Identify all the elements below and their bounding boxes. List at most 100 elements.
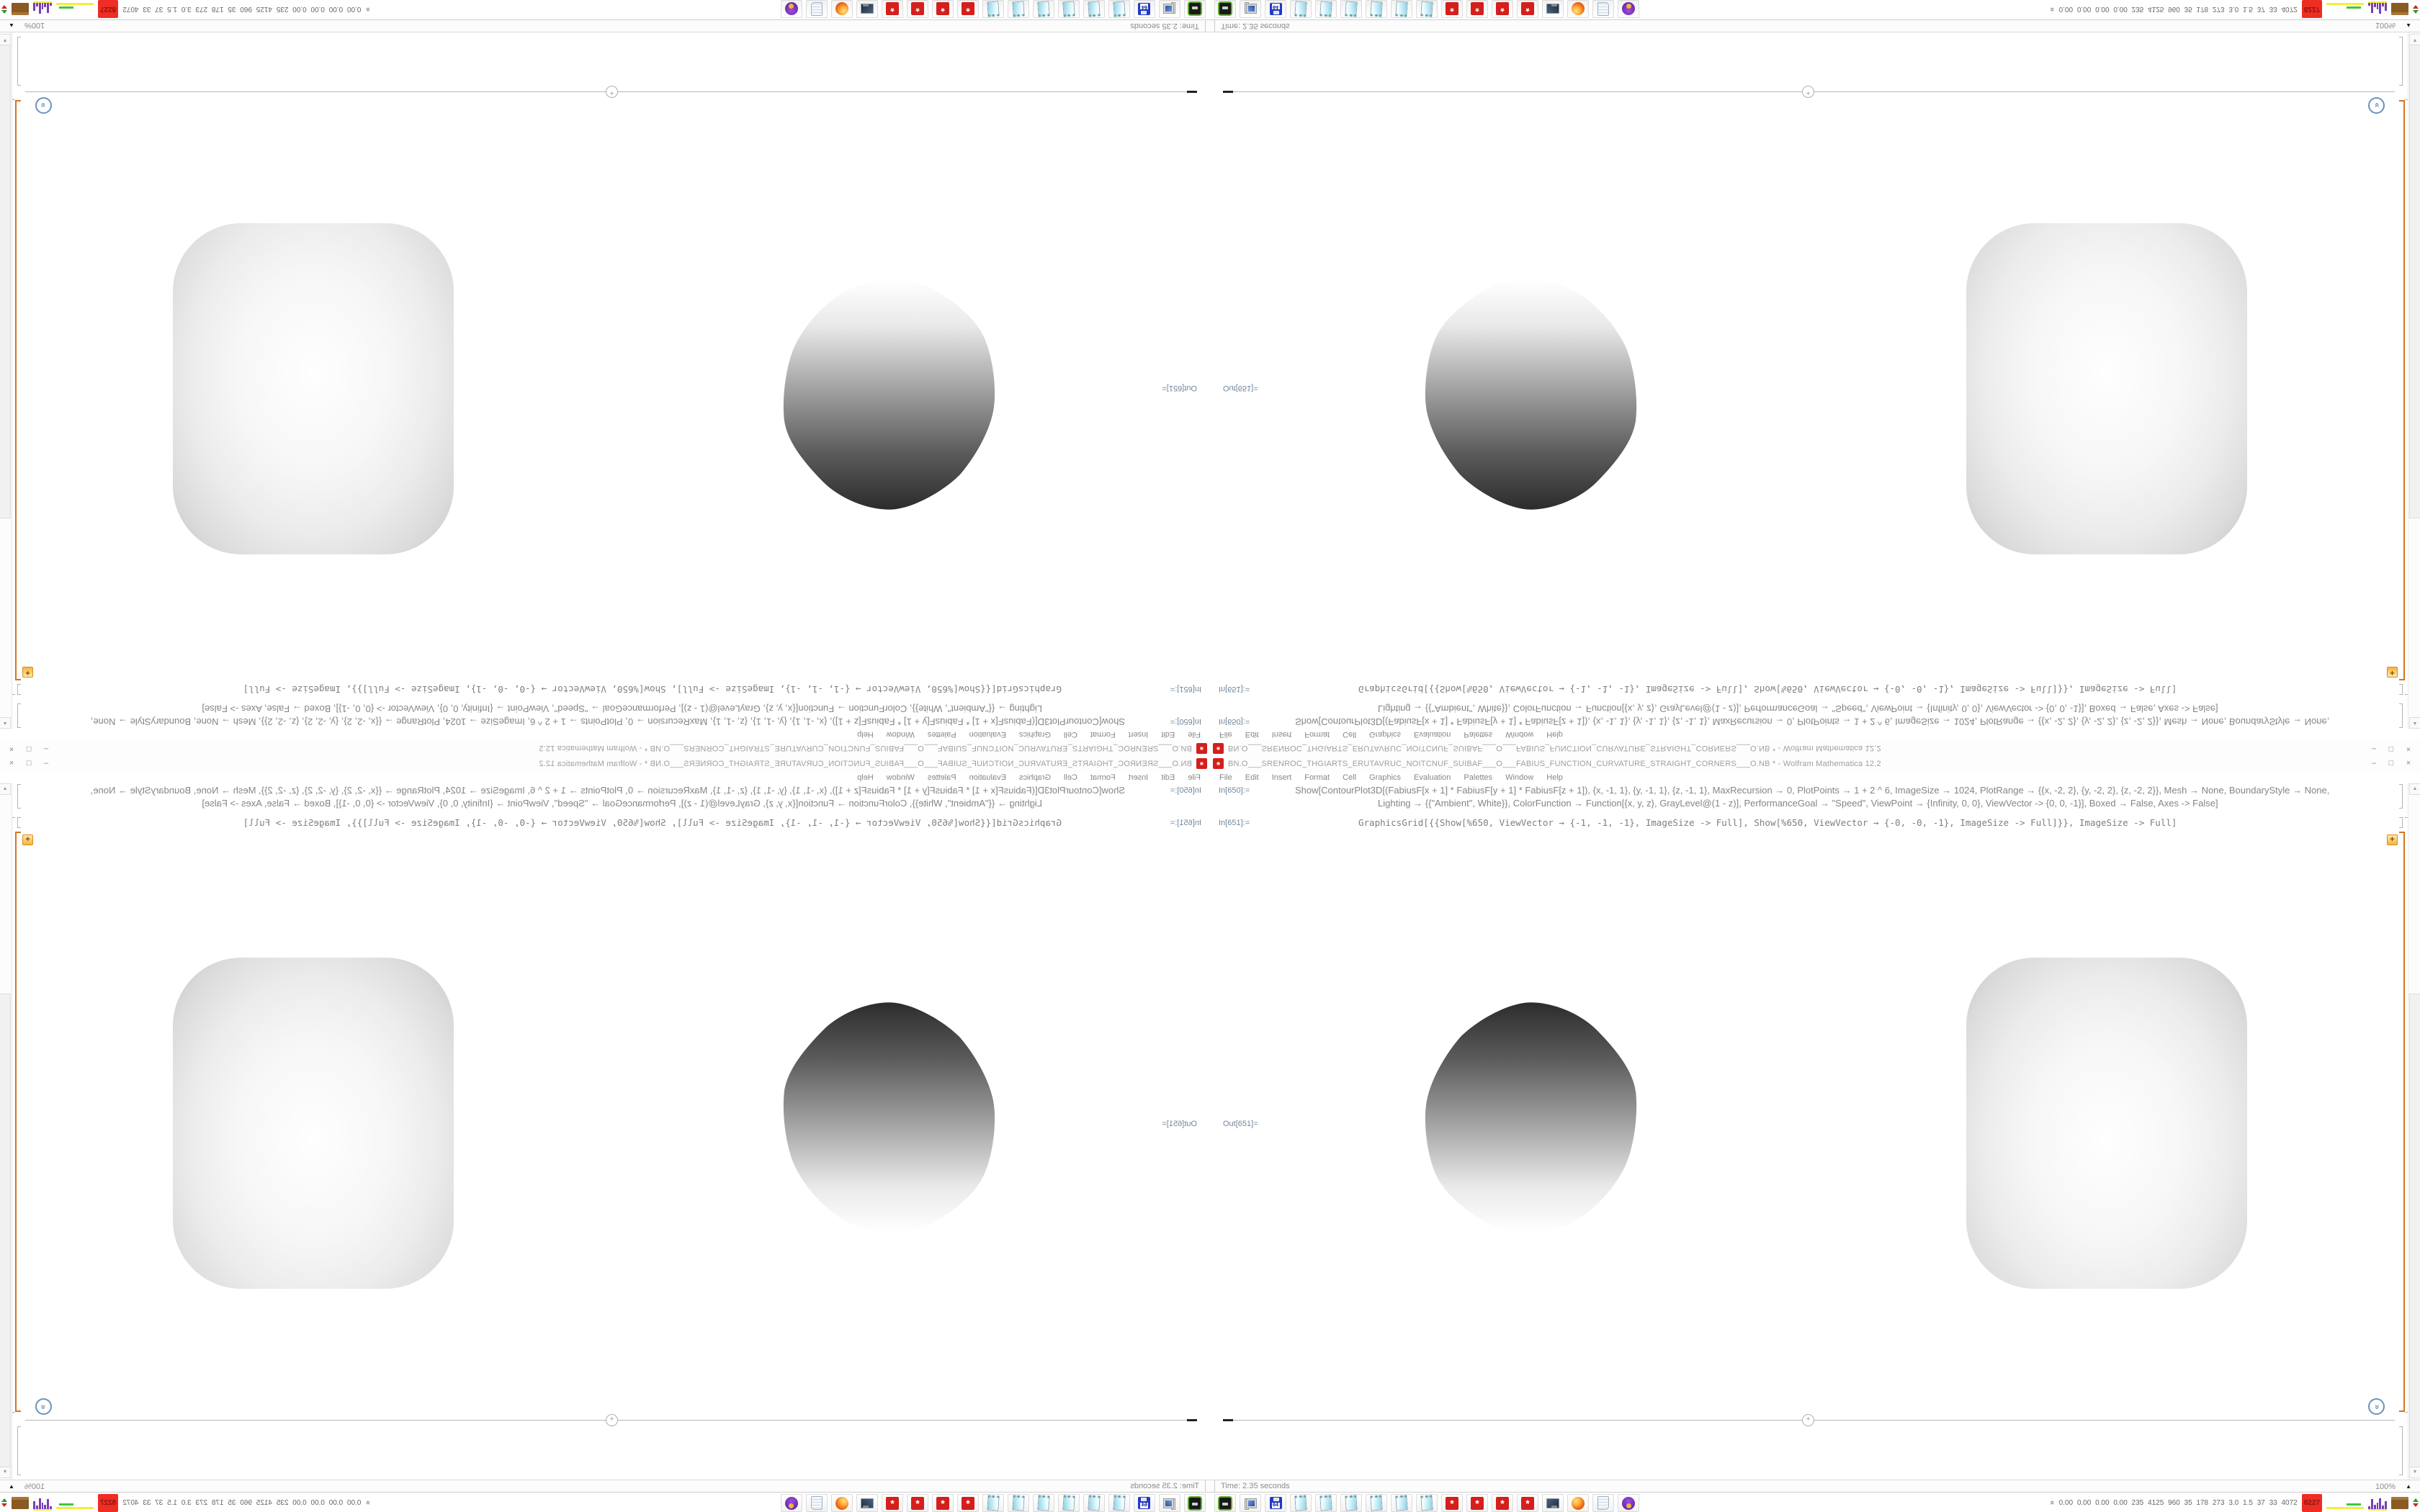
scroll-down-button[interactable]: ▼: [0, 34, 11, 45]
emulator-taskbar-button[interactable]: [1184, 0, 1206, 18]
menu-window[interactable]: Window: [1505, 773, 1534, 782]
notebook-taskbar-button[interactable]: [1058, 1494, 1080, 1512]
display-dark-taskbar-button[interactable]: [856, 0, 878, 18]
minimize-button[interactable]: –: [43, 759, 49, 768]
mathematica-spikey-taskbar-button[interactable]: *: [1492, 1494, 1513, 1512]
notebook-taskbar-button[interactable]: [1366, 1494, 1387, 1512]
menu-window[interactable]: Window: [886, 730, 915, 739]
menu-evaluation[interactable]: Evaluation: [969, 730, 1006, 739]
menu-window[interactable]: Window: [886, 773, 915, 782]
mathematica-spikey-taskbar-button[interactable]: *: [907, 1494, 928, 1512]
out651-cell-bracket-selected[interactable]: [15, 100, 20, 680]
mathematica-spikey-taskbar-button[interactable]: *: [1441, 1494, 1463, 1512]
scroll-up-button[interactable]: ▲: [2409, 717, 2420, 729]
restore-button[interactable]: □: [2388, 744, 2394, 753]
lower-cell-bracket[interactable]: [2398, 37, 2403, 86]
zoom-menu-icon[interactable]: ▲: [9, 22, 14, 29]
mathematica-spikey-taskbar-button[interactable]: *: [882, 1494, 903, 1512]
purple-app-taskbar-button[interactable]: [1618, 0, 1639, 18]
notebook-taskbar-button[interactable]: [1366, 0, 1387, 18]
notebook-content[interactable]: In[650]:= Show[ContourPlot3D[(FabiusF[x …: [12, 32, 1210, 729]
menu-insert[interactable]: Insert: [1271, 773, 1292, 782]
mathematica-spikey-taskbar-button[interactable]: *: [957, 1494, 979, 1512]
in650-code-line2[interactable]: Lighting → {{"Ambient", White}}, ColorFu…: [202, 798, 1042, 809]
out651-cell-bracket-selected[interactable]: [2399, 832, 2405, 1412]
menu-format[interactable]: Format: [1090, 730, 1116, 739]
menu-evaluation[interactable]: Evaluation: [1414, 730, 1451, 739]
scroll-down-button[interactable]: ▼: [0, 1467, 11, 1478]
cell-insert-plus-icon[interactable]: +: [22, 834, 33, 845]
menu-evaluation[interactable]: Evaluation: [1414, 773, 1451, 782]
menu-help[interactable]: Help: [1546, 730, 1563, 739]
in651-cell-bracket[interactable]: [17, 684, 22, 695]
cell-insert-plus-icon[interactable]: +: [22, 667, 33, 678]
menu-help[interactable]: Help: [857, 730, 874, 739]
scroll-doc-taskbar-button[interactable]: [806, 0, 828, 18]
mathematica-spikey-taskbar-button[interactable]: *: [1517, 1494, 1538, 1512]
menu-palettes[interactable]: Palettes: [1464, 773, 1493, 782]
scrollbar-thumb[interactable]: [0, 994, 11, 1467]
zoom-menu-icon[interactable]: ▲: [9, 1483, 14, 1490]
menu-insert[interactable]: Insert: [1128, 773, 1149, 782]
scroll-up-button[interactable]: ▲: [0, 783, 11, 795]
in650-code-line2[interactable]: Lighting → {{"Ambient", White}}, ColorFu…: [202, 703, 1042, 714]
mathematica-spikey-taskbar-button[interactable]: *: [1492, 0, 1513, 18]
suggestions-bar-chevron-icon[interactable]: «: [35, 97, 52, 114]
menu-file[interactable]: File: [1188, 773, 1201, 782]
mathematica-spikey-taskbar-button[interactable]: *: [957, 0, 979, 18]
magnification-control[interactable]: 100% ▲: [2375, 1480, 2411, 1493]
close-button[interactable]: ×: [9, 744, 14, 753]
vertical-scrollbar[interactable]: ▲ ▼: [0, 783, 12, 1480]
menu-cell[interactable]: Cell: [1063, 773, 1077, 782]
purple-app-taskbar-button[interactable]: [1618, 1494, 1639, 1512]
notebook-taskbar-button[interactable]: [1033, 1494, 1054, 1512]
menu-edit[interactable]: Edit: [1161, 730, 1175, 739]
menu-help[interactable]: Help: [1546, 773, 1563, 782]
restore-button[interactable]: □: [2388, 759, 2394, 768]
in651-cell-bracket[interactable]: [17, 817, 22, 828]
close-button[interactable]: ×: [9, 759, 14, 768]
scroll-up-button[interactable]: ▲: [0, 717, 11, 729]
menu-graphics[interactable]: Graphics: [1018, 730, 1051, 739]
menu-cell[interactable]: Cell: [1343, 773, 1357, 782]
vertical-scrollbar[interactable]: ▲ ▼: [2408, 783, 2420, 1480]
notebook-taskbar-button[interactable]: [982, 0, 1004, 18]
out651-cell-bracket-selected[interactable]: [2400, 100, 2405, 680]
emulator-taskbar-button[interactable]: [1214, 1494, 1236, 1512]
minimize-button[interactable]: –: [2371, 744, 2377, 753]
tray-expander-icon[interactable]: «: [363, 6, 372, 12]
in650-code-line2[interactable]: Lighting → {{"Ambient", White}}, ColorFu…: [1378, 703, 2218, 714]
in651-cell-bracket[interactable]: [2398, 817, 2403, 828]
notebook-taskbar-button[interactable]: [1340, 1494, 1362, 1512]
restore-button[interactable]: □: [26, 744, 32, 753]
scroll-up-button[interactable]: ▲: [2409, 783, 2420, 795]
scrollbar-thumb[interactable]: [2409, 45, 2420, 518]
lower-cell-bracket[interactable]: [17, 37, 22, 86]
notebook-taskbar-button[interactable]: [1083, 1494, 1105, 1512]
menu-format[interactable]: Format: [1304, 730, 1330, 739]
menu-help[interactable]: Help: [857, 773, 874, 782]
notebook-content[interactable]: In[650]:= Show[ContourPlot3D[(FabiusF[x …: [1210, 783, 2408, 1480]
floppy-64-taskbar-button[interactable]: 64: [1134, 1494, 1155, 1512]
in651-code-line[interactable]: GraphicsGrid[{{Show[%650, ViewVector → {…: [243, 817, 1062, 828]
notebook-taskbar-button[interactable]: [1033, 0, 1054, 18]
scrollbar-thumb[interactable]: [2409, 994, 2420, 1467]
zoom-menu-icon[interactable]: ▲: [2406, 1483, 2411, 1490]
notebook-taskbar-button[interactable]: [1416, 1494, 1438, 1512]
in650-cell-bracket[interactable]: [17, 703, 22, 728]
firefox-taskbar-button[interactable]: [1567, 1494, 1589, 1512]
mathematica-spikey-taskbar-button[interactable]: *: [1441, 0, 1463, 18]
cell-insert-plus-icon[interactable]: +: [2387, 834, 2398, 845]
zoom-level[interactable]: 100%: [2375, 1482, 2396, 1491]
display-dark-taskbar-button[interactable]: [1542, 1494, 1564, 1512]
menu-window[interactable]: Window: [1505, 730, 1534, 739]
notebook-taskbar-button[interactable]: [1290, 0, 1312, 18]
menu-graphics[interactable]: Graphics: [1369, 773, 1402, 782]
mathematica-spikey-taskbar-button[interactable]: *: [882, 0, 903, 18]
scroll-doc-taskbar-button[interactable]: [1592, 1494, 1614, 1512]
menu-cell[interactable]: Cell: [1343, 730, 1357, 739]
menu-file[interactable]: File: [1188, 730, 1201, 739]
title-bar[interactable]: * BN.O___SRENROC_THGIARTS_ERUTAVRUC_NOIT…: [0, 740, 1210, 756]
menu-evaluation[interactable]: Evaluation: [969, 773, 1006, 782]
firefox-taskbar-button[interactable]: [831, 0, 853, 18]
